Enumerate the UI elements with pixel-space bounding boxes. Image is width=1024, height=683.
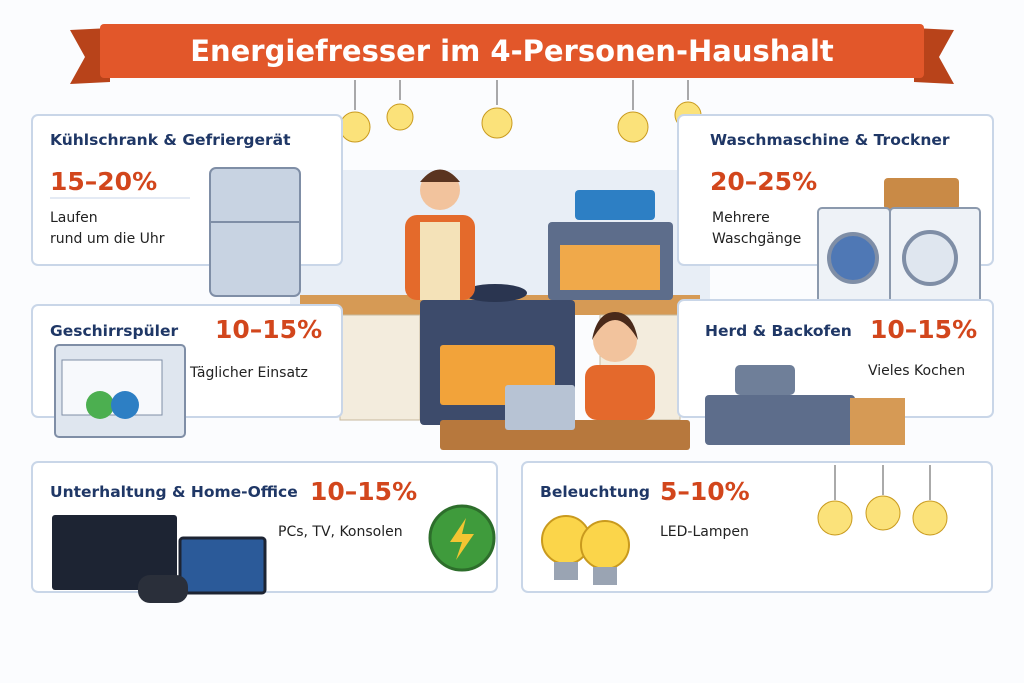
decoration <box>420 222 460 300</box>
card: Beleuchtung 5–10% LED-Lampen <box>521 461 993 593</box>
decoration <box>592 312 638 340</box>
kitchen-illustration <box>290 169 710 450</box>
decoration <box>884 178 959 210</box>
decoration <box>339 314 421 421</box>
card: Kühlschrank & Gefriergerät 15–20% Laufen… <box>31 114 343 297</box>
decoration <box>902 230 958 286</box>
card-note: Waschgänge <box>712 231 801 247</box>
decoration <box>505 385 575 430</box>
decoration <box>575 190 655 220</box>
decoration <box>450 518 474 560</box>
decoration <box>593 567 617 585</box>
card-share: 20–25% <box>710 167 817 196</box>
card-share: 10–15% <box>310 477 417 506</box>
decoration <box>481 107 513 139</box>
card-note: Vieles Kochen <box>868 363 965 379</box>
decoration <box>463 284 527 302</box>
card-title: Beleuchtung <box>540 483 650 501</box>
card-title: Unterhaltung & Home-Office <box>50 483 298 501</box>
decoration <box>386 103 414 131</box>
decoration <box>339 111 371 143</box>
card: Geschirrspüler 10–15% Täglicher Einsatz <box>31 304 343 438</box>
decoration <box>52 515 177 590</box>
card-title: Herd & Backofen <box>705 322 852 340</box>
decoration <box>912 500 948 536</box>
decoration <box>593 318 637 362</box>
card: Waschmaschine & Trockner 20–25% Mehrere … <box>677 114 994 304</box>
decoration <box>521 461 993 593</box>
card-note: rund um die Uhr <box>50 231 165 247</box>
decoration <box>554 562 578 580</box>
decoration <box>209 167 301 297</box>
card: Unterhaltung & Home-Office 10–15% PCs, T… <box>31 461 498 603</box>
card-title: Geschirrspüler <box>50 322 178 340</box>
card-note: Täglicher Einsatz <box>189 365 308 381</box>
decoration <box>440 420 690 450</box>
decoration <box>850 398 905 445</box>
decoration <box>138 575 188 603</box>
decoration <box>585 365 655 420</box>
title-banner: Energiefresser im 4-Personen-Haushalt <box>70 24 954 84</box>
title: Energiefresser im 4-Personen-Haushalt <box>190 34 834 68</box>
card-note: PCs, TV, Konsolen <box>278 524 403 540</box>
decoration <box>617 111 649 143</box>
decoration <box>420 169 460 182</box>
card-note: Mehrere <box>712 210 770 226</box>
card-title: Kühlschrank & Gefriergerät <box>50 131 291 149</box>
card-share: 10–15% <box>215 315 322 344</box>
card-share: 10–15% <box>870 315 977 344</box>
card-share: 5–10% <box>660 477 750 506</box>
card-note: LED-Lampen <box>660 524 749 540</box>
card-share: 15–20% <box>50 167 157 196</box>
decoration <box>817 465 948 536</box>
decoration <box>111 391 139 419</box>
decoration <box>705 395 855 445</box>
decoration <box>865 495 901 531</box>
card-title: Waschmaschine & Trockner <box>710 131 950 149</box>
card-note: Laufen <box>50 210 98 226</box>
decoration <box>100 24 924 78</box>
decoration <box>827 232 879 284</box>
decoration <box>178 536 267 595</box>
card: Herd & Backofen 10–15% Vieles Kochen <box>677 299 994 445</box>
decoration <box>580 520 630 570</box>
decoration <box>86 391 114 419</box>
decoration <box>735 365 795 395</box>
decoration <box>817 500 853 536</box>
decoration <box>560 245 660 290</box>
